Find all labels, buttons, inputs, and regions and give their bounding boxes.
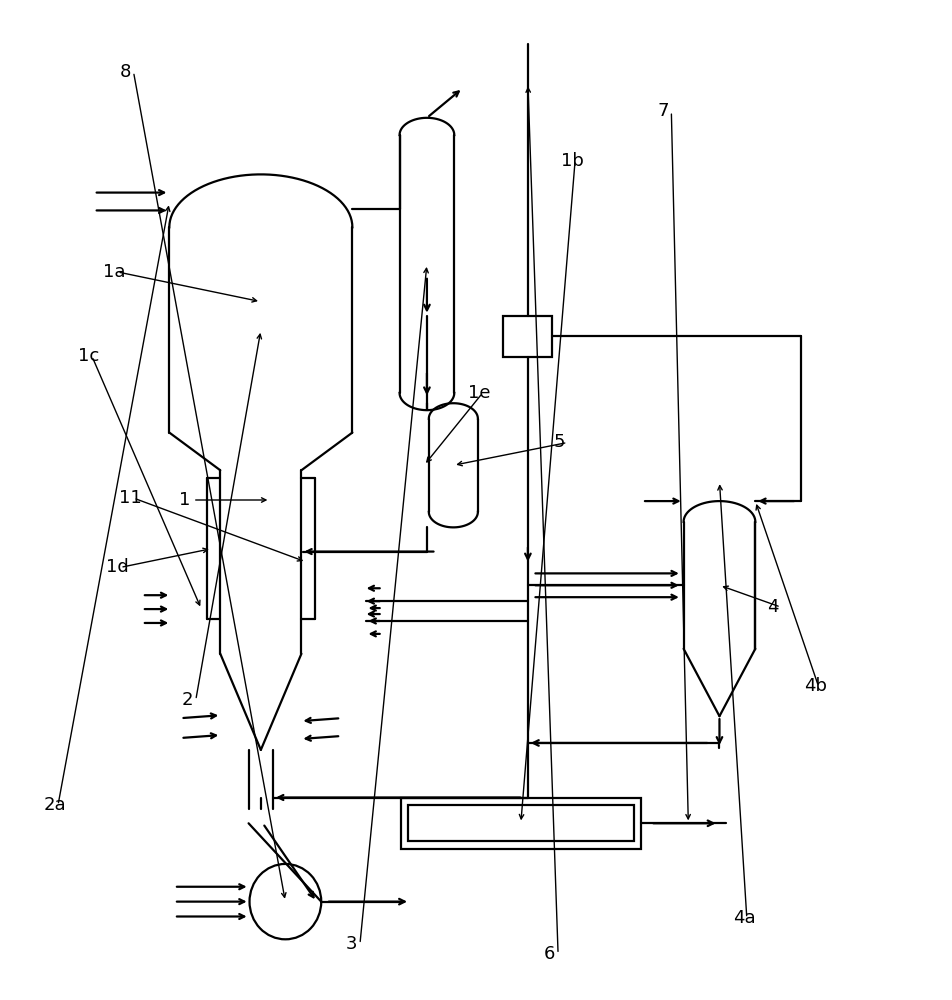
Bar xyxy=(408,805,634,841)
Text: 1c: 1c xyxy=(78,347,99,365)
Text: 11: 11 xyxy=(119,489,142,507)
Text: 7: 7 xyxy=(657,102,668,120)
Bar xyxy=(401,798,641,849)
Text: 6: 6 xyxy=(544,945,555,963)
Text: 1e: 1e xyxy=(468,384,491,402)
Text: 1a: 1a xyxy=(103,263,126,281)
Bar xyxy=(504,316,552,357)
Text: 1d: 1d xyxy=(106,558,129,576)
Text: 3: 3 xyxy=(346,935,357,953)
Text: 2a: 2a xyxy=(44,796,67,814)
Text: 2: 2 xyxy=(182,691,193,709)
Text: 8: 8 xyxy=(119,63,130,81)
Text: 1: 1 xyxy=(179,491,190,509)
Text: 4a: 4a xyxy=(733,909,755,927)
Text: 4b: 4b xyxy=(804,677,827,695)
Text: 4: 4 xyxy=(766,598,778,616)
Text: 5: 5 xyxy=(553,433,565,451)
Text: 1b: 1b xyxy=(561,152,584,170)
